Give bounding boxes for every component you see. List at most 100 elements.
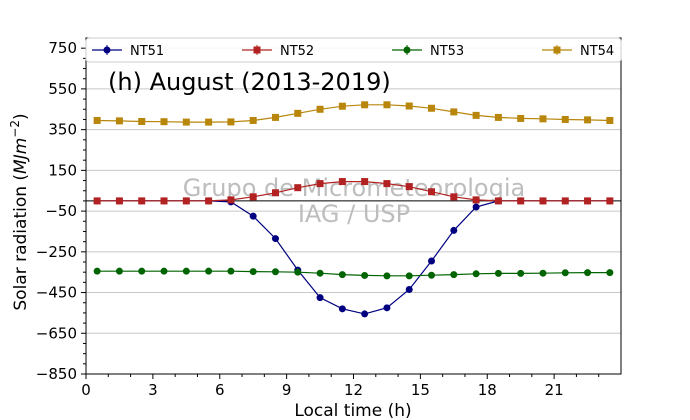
data-point — [584, 269, 592, 277]
legend-swatch-marker — [253, 46, 261, 54]
y-axis: 750 550 350 150 −50 −250 −450 −650 −850 — [36, 39, 86, 383]
y-tick-label: −650 — [36, 324, 77, 342]
legend-swatch-marker — [553, 46, 561, 54]
data-point — [227, 118, 235, 126]
y-axis-label: Solar radiation (MJm−2) — [8, 113, 31, 310]
data-point — [472, 270, 480, 278]
x-tick-label: 0 — [81, 381, 91, 399]
x-tick-label: 9 — [282, 381, 292, 399]
x-axis-label: Local time (h) — [294, 401, 411, 420]
legend-swatch-marker — [103, 46, 111, 54]
data-point — [584, 116, 592, 124]
data-point — [539, 115, 547, 123]
data-point — [227, 196, 235, 204]
data-point — [182, 267, 190, 275]
data-point — [249, 193, 257, 201]
data-point — [361, 271, 369, 279]
x-tick-label: 3 — [148, 381, 158, 399]
data-point — [271, 235, 279, 243]
data-point — [361, 101, 369, 109]
data-point — [93, 116, 101, 124]
data-point — [271, 113, 279, 121]
chart-title: (h) August (2013-2019) — [108, 68, 391, 96]
x-tick-label: 12 — [344, 381, 363, 399]
y-tick-label: −850 — [36, 365, 77, 383]
data-point — [338, 178, 346, 186]
legend-label: NT52 — [280, 44, 314, 59]
series-line — [97, 104, 610, 123]
y-axis-label-unit: MJm — [11, 138, 31, 174]
data-point — [316, 105, 324, 113]
data-point — [561, 269, 569, 277]
y-axis-label-close: ) — [11, 113, 31, 120]
plot-background — [86, 38, 621, 374]
data-point — [606, 197, 614, 205]
x-tick-label: 15 — [411, 381, 430, 399]
data-point — [249, 268, 257, 276]
legend-item-nt53: NT53 — [392, 44, 464, 59]
data-point — [160, 197, 168, 205]
data-point — [271, 268, 279, 276]
watermark-line-2: IAG / USP — [298, 200, 410, 228]
x-tick-label: 6 — [215, 381, 225, 399]
data-point — [115, 197, 123, 205]
data-point — [539, 269, 547, 277]
data-point — [338, 102, 346, 110]
data-point — [517, 197, 525, 205]
data-point — [405, 285, 413, 293]
data-point — [138, 267, 146, 275]
data-point — [294, 184, 302, 192]
data-point — [338, 271, 346, 279]
legend-swatch-marker — [403, 46, 411, 54]
y-axis-label-exponent: −2 — [8, 120, 22, 138]
series-line — [97, 181, 610, 202]
legend-label: NT54 — [580, 44, 614, 59]
data-point — [138, 117, 146, 125]
data-point — [205, 118, 213, 126]
data-point — [383, 180, 391, 188]
legend-label: NT53 — [430, 44, 464, 59]
data-point — [160, 118, 168, 126]
data-point — [182, 118, 190, 126]
data-point — [517, 269, 525, 277]
data-point — [584, 197, 592, 205]
data-point — [428, 188, 436, 196]
data-point — [606, 116, 614, 124]
data-point — [472, 203, 480, 211]
data-point — [316, 294, 324, 302]
data-point — [606, 269, 614, 277]
y-axis-label-main: Solar radiation ( — [11, 174, 31, 311]
watermark-line-1: Grupo de Micrometeorologia — [183, 174, 525, 202]
data-point — [361, 310, 369, 318]
data-point — [227, 267, 235, 275]
data-point — [472, 111, 480, 119]
x-tick-label: 18 — [478, 381, 497, 399]
data-point — [249, 212, 257, 220]
series-line — [97, 270, 610, 277]
y-tick-label: 150 — [48, 161, 77, 179]
data-point — [472, 196, 480, 204]
data-point — [494, 113, 502, 121]
legend-item-nt52: NT52 — [242, 44, 314, 59]
data-point — [405, 183, 413, 191]
data-point — [450, 226, 458, 234]
legend: NT51 NT52 NT53 NT54 — [85, 37, 622, 63]
legend-item-nt51: NT51 — [92, 44, 164, 59]
data-point — [539, 197, 547, 205]
data-point — [205, 267, 213, 275]
legend-item-nt54: NT54 — [542, 44, 614, 59]
data-point — [494, 269, 502, 277]
data-point — [138, 197, 146, 205]
data-point — [450, 271, 458, 279]
y-tick-label: −250 — [36, 243, 77, 261]
series-nt54 — [93, 101, 614, 126]
y-tick-label: −450 — [36, 284, 77, 302]
data-point — [160, 267, 168, 275]
x-tick-label: 21 — [545, 381, 564, 399]
series-layer — [93, 101, 614, 318]
data-point — [316, 180, 324, 188]
y-tick-label: 750 — [48, 39, 77, 57]
data-point — [383, 272, 391, 280]
data-point — [383, 304, 391, 312]
